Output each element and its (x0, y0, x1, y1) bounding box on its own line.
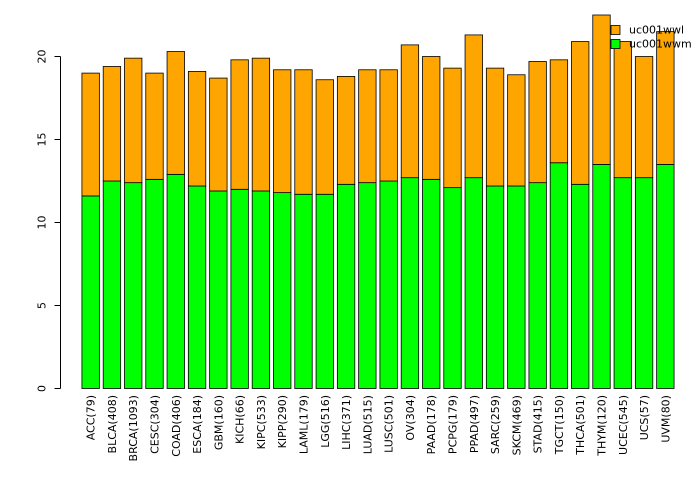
x-tick-label: PCPG(179) (447, 395, 460, 454)
x-tick-label: COAD(406) (170, 395, 183, 457)
x-tick-label: ACC(79) (85, 395, 98, 440)
legend-label-uc001wwm: uc001wwm (629, 38, 692, 51)
bar-uc001wwm (102, 180, 122, 389)
bar-uc001wwl (422, 56, 441, 180)
legend-swatch-uc001wwl (610, 25, 621, 35)
bar-uc001wwl (528, 61, 547, 184)
bar-uc001wwl (379, 69, 398, 182)
bar-uc001wwm (145, 178, 164, 389)
x-tick-label: UVM(80) (659, 395, 672, 443)
bar-uc001wwl (124, 57, 143, 184)
x-tick-label: TGCT(150) (553, 395, 566, 455)
x-tick-label: LAML(179) (298, 395, 311, 454)
bar-uc001wwm (464, 177, 483, 389)
bar-uc001wwl (336, 76, 356, 185)
x-tick-label: LIHC(371) (340, 395, 353, 450)
bar-uc001wwl (81, 72, 100, 197)
x-tick-label: CESC(304) (149, 395, 162, 454)
x-tick-label: ESCA(184) (191, 395, 204, 454)
x-tick-label: KICH(66) (234, 395, 247, 444)
bar-uc001wwl (166, 51, 185, 175)
bar-uc001wwl (273, 69, 292, 194)
bar-uc001wwm (528, 182, 547, 389)
bar-uc001wwm (187, 185, 207, 389)
x-tick-label: KIPP(290) (276, 395, 289, 448)
bar-uc001wwl (443, 67, 462, 189)
bar-uc001wwl (251, 57, 271, 192)
y-tick-label: 0 (36, 385, 49, 392)
legend-swatch-uc001wwm (610, 39, 621, 49)
bar-uc001wwl (656, 31, 675, 165)
bar-uc001wwl (507, 74, 526, 187)
y-tick-label: 20 (36, 50, 49, 64)
bar-uc001wwl (209, 77, 228, 192)
bar-uc001wwm (485, 185, 505, 389)
bar-uc001wwm (315, 193, 334, 389)
x-tick-label: OV(304) (404, 395, 417, 441)
bar-uc001wwm (273, 192, 292, 389)
bar-uc001wwm (230, 188, 249, 389)
bar-uc001wwl (571, 41, 590, 185)
bar-uc001wwl (464, 34, 483, 179)
x-tick-label: GBM(160) (212, 395, 225, 450)
bars (81, 14, 675, 389)
x-tick-label: UCS(57) (638, 395, 651, 440)
bar-uc001wwm (124, 182, 143, 389)
x-tick-label: SKCM(469) (510, 395, 523, 455)
x-tick-label: THYM(120) (596, 395, 609, 457)
bar-uc001wwm (251, 190, 271, 389)
bar-uc001wwm (358, 182, 377, 389)
bar-uc001wwm (571, 183, 590, 389)
bar-uc001wwl (358, 69, 377, 184)
x-axis-labels: ACC(79) BLCA(408) BRCA(1093) CESC(304) COAD(… (85, 395, 673, 461)
x-tick-label: PAAD(178) (425, 395, 438, 454)
bar-uc001wwm (294, 193, 313, 389)
x-tick-label: SARC(259) (489, 395, 502, 454)
legend-label-uc001wwl: uc001wwl (629, 24, 684, 37)
x-tick-label: BRCA(1093) (127, 395, 140, 461)
bar-uc001wwm (613, 177, 632, 389)
bar-uc001wwm (634, 177, 654, 389)
bar-uc001wwl (187, 71, 207, 187)
x-tick-label: KIPC(533) (255, 395, 268, 449)
y-tick-label: 10 (36, 216, 49, 230)
x-tick-label: UCEC(545) (617, 395, 630, 455)
bar-uc001wwm (166, 173, 185, 389)
bar-uc001wwm (400, 177, 420, 389)
bar-uc001wwl (400, 44, 420, 179)
bar-uc001wwl (549, 59, 569, 164)
bar-uc001wwm (209, 190, 228, 389)
bar-uc001wwl (592, 14, 611, 165)
bar-uc001wwm (549, 162, 569, 389)
bar-uc001wwm (379, 180, 398, 389)
bar-uc001wwl (634, 56, 654, 179)
x-tick-label: BLCA(408) (106, 395, 119, 453)
y-tick-label: 5 (36, 302, 49, 309)
bar-uc001wwl (315, 79, 334, 195)
x-tick-label: PPAD(497) (468, 395, 481, 453)
bar-uc001wwm (592, 163, 611, 389)
bar-uc001wwl (145, 72, 164, 180)
y-axis: 0 5 10 15 20 (36, 50, 61, 392)
x-tick-label: STAD(415) (532, 395, 545, 453)
bar-uc001wwm (81, 195, 100, 389)
bar-uc001wwm (422, 178, 441, 389)
bar-uc001wwl (485, 67, 505, 187)
x-tick-label: LUSC(501) (383, 395, 396, 453)
x-tick-label: LUAD(515) (361, 395, 374, 454)
bar-uc001wwl (294, 69, 313, 195)
bar-uc001wwl (230, 59, 249, 190)
bar-uc001wwm (336, 183, 356, 389)
y-tick-label: 15 (36, 133, 49, 147)
bar-uc001wwm (443, 187, 462, 389)
bar-uc001wwl (102, 66, 122, 182)
bar-uc001wwm (507, 185, 526, 389)
x-tick-label: THCA(501) (574, 395, 587, 456)
bar-uc001wwl (613, 41, 632, 179)
bar-uc001wwm (656, 163, 675, 389)
x-tick-label: LGG(516) (319, 395, 332, 448)
